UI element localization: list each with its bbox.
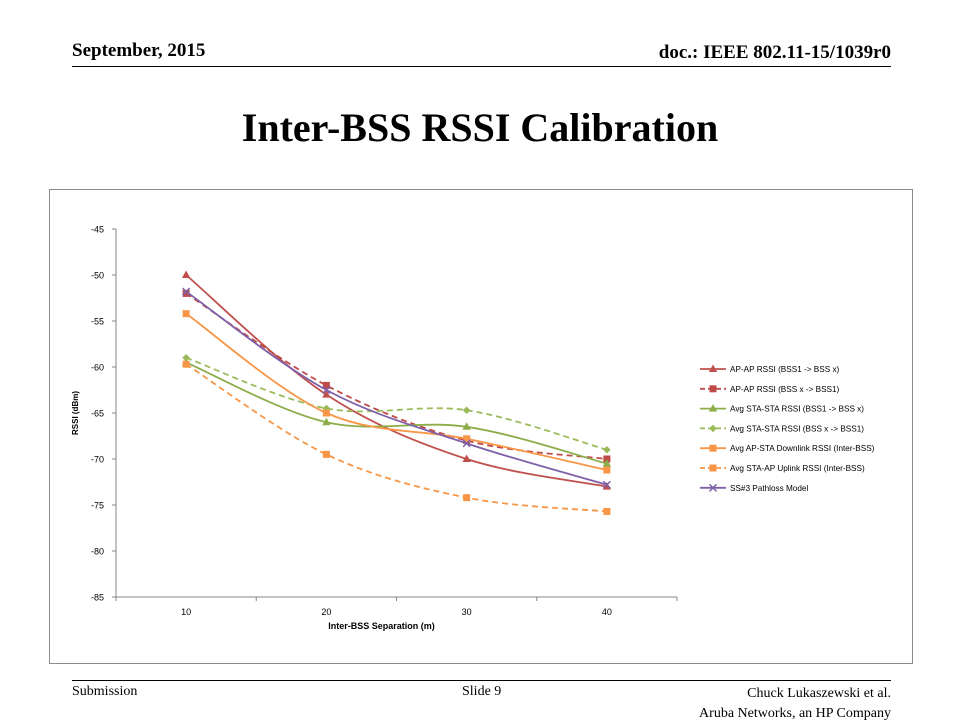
y-tick-label: -75 (91, 501, 104, 511)
legend-label-2: AP-AP RSSI (BSS x -> BSS1) (730, 385, 840, 394)
data-point-series-5 (182, 310, 190, 318)
rssi-line-chart: -45 -50 -55 -60 -65 -70 -75 -80 -85 10 20 30 40 Inter… (71, 225, 875, 632)
data-point-series-4 (322, 404, 331, 413)
series-line-1 (185, 274, 608, 488)
data-point-series-1 (181, 270, 191, 278)
data-point-series-5 (603, 466, 611, 474)
data-point-series-6 (603, 507, 611, 515)
data-point-series-3 (322, 417, 331, 426)
legend-label-7: SS#3 Pathloss Model (730, 484, 808, 493)
data-point-series-7 (462, 439, 471, 448)
legend-marker-3 (708, 404, 718, 412)
y-tick-label: -50 (91, 271, 104, 281)
header-date: September, 2015 (72, 40, 206, 61)
x-tick-label: 10 (181, 607, 191, 617)
header-divider (72, 66, 891, 67)
data-point-series-1 (462, 454, 471, 462)
series-line-4 (185, 356, 608, 451)
series-line-6 (185, 363, 607, 513)
legend-marker-1 (708, 364, 718, 372)
legend-marker-5 (709, 444, 717, 452)
chart-frame: -45 -50 -55 -60 -65 -70 -75 -80 -85 10 20 30 40 Inter… (49, 189, 913, 664)
y-axis-title: RSSI (dBm) (71, 391, 80, 435)
data-point-series-6 (463, 494, 471, 502)
data-point-series-7 (182, 287, 191, 296)
data-point-series-2 (322, 381, 330, 389)
series-line-2 (185, 292, 607, 460)
y-tick-label: -80 (91, 547, 104, 557)
y-tick-label: -70 (91, 455, 104, 465)
data-point-series-7 (322, 385, 331, 395)
data-point-series-4 (182, 354, 190, 362)
y-tick-label: -55 (91, 317, 104, 327)
series-line-5 (185, 312, 608, 471)
data-point-series-2 (182, 289, 190, 297)
y-tick-label: -65 (91, 409, 104, 419)
data-point-series-3 (602, 459, 612, 467)
legend-marker-7 (708, 483, 718, 492)
legend-label-6: Avg STA-AP Uplink RSSI (Inter-BSS) (730, 464, 865, 473)
x-axis-title: Inter-BSS Separation (m) (328, 621, 435, 631)
legend-marker-6 (709, 464, 717, 472)
y-tick-label: -85 (91, 593, 104, 603)
x-tick-label: 40 (602, 607, 612, 617)
footer-author-line2: Aruba Networks, an HP Company (699, 706, 891, 721)
header-doc-id: doc.: IEEE 802.11-15/1039r0 (658, 42, 891, 63)
footer-author-line1: Chuck Lukaszewski et al. (747, 686, 891, 701)
series-line-3 (185, 361, 608, 465)
data-point-series-4 (462, 406, 471, 415)
y-tick-label: -45 (91, 225, 104, 235)
data-point-series-4 (603, 446, 611, 454)
legend-label-3: Avg STA-STA RSSI (BSS1 -> BSS x) (730, 405, 864, 414)
footer-slide-number: Slide 9 (462, 684, 502, 699)
footer-author: Chuck Lukaszewski et al. Aruba Networks,… (699, 684, 891, 724)
data-point-series-3 (462, 422, 471, 430)
legend-marker-4 (709, 424, 717, 433)
legend-label-1: AP-AP RSSI (BSS1 -> BSS x) (730, 365, 840, 374)
x-tick-label: 30 (462, 607, 472, 617)
series-line-7 (185, 290, 608, 486)
data-point-series-1 (322, 390, 331, 398)
footer-divider (72, 680, 891, 681)
data-point-series-7 (602, 480, 611, 489)
legend-label-4: Avg STA-STA RSSI (BSS x -> BSS1) (730, 424, 864, 433)
legend-marker-2 (709, 385, 717, 393)
footer-submission: Submission (72, 684, 138, 699)
x-tick-label: 20 (321, 607, 331, 617)
legend-label-5: Avg AP-STA Downlink RSSI (Inter-BSS) (730, 444, 875, 453)
data-point-series-6 (322, 450, 330, 458)
data-point-series-2 (603, 455, 611, 463)
data-point-series-5 (322, 409, 330, 417)
data-point-series-6 (182, 360, 190, 368)
y-tick-label: -60 (91, 363, 104, 373)
slide-title: Inter-BSS RSSI Calibration (241, 105, 719, 150)
data-point-series-5 (463, 435, 471, 443)
